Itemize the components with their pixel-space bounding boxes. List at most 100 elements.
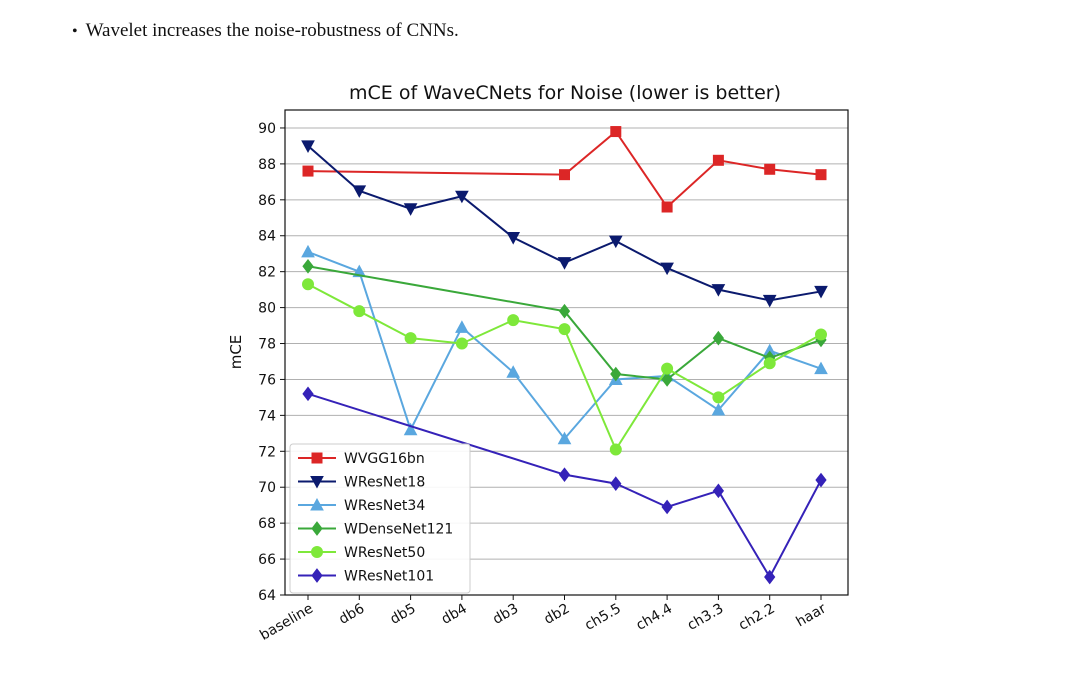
legend-entry: WResNet50	[298, 545, 425, 561]
legend-label: WResNet101	[344, 569, 434, 585]
data-point	[661, 372, 673, 387]
legend-label: WResNet18	[344, 475, 425, 491]
data-point	[661, 201, 673, 213]
y-tick-label: 74	[258, 408, 276, 424]
y-tick-label: 78	[258, 337, 276, 353]
data-point	[302, 165, 314, 177]
intro-text: Wavelet increases the noise-robustness o…	[85, 20, 459, 41]
data-point	[310, 497, 324, 511]
data-point	[507, 314, 520, 327]
y-tick-label: 64	[258, 588, 276, 604]
y-tick-label: 84	[258, 229, 276, 245]
legend-label: WDenseNet121	[344, 522, 453, 538]
data-point	[762, 294, 777, 308]
data-point	[506, 232, 521, 245]
data-point	[352, 185, 367, 198]
x-tick-label: db2	[541, 601, 572, 628]
series-4	[302, 278, 827, 456]
legend-entry: WVGG16bn	[298, 451, 425, 467]
data-point	[311, 546, 323, 558]
x-tick-label: haar	[793, 600, 829, 630]
x-tick-label: db4	[439, 601, 470, 628]
y-tick-label: 86	[258, 193, 276, 209]
legend-entry: WDenseNet121	[298, 521, 453, 538]
series-1	[301, 140, 828, 308]
legend-label: WResNet50	[344, 545, 425, 561]
intro-bullet-line: • Wavelet increases the noise-robustness …	[72, 20, 459, 42]
data-point	[610, 126, 622, 138]
data-point	[608, 235, 623, 249]
data-point	[558, 323, 571, 336]
data-point	[711, 284, 726, 297]
data-point	[763, 357, 776, 370]
data-point	[455, 337, 468, 350]
legend: WVGG16bn WResNet18 WResNet34 WDenseNet121 WR…	[289, 443, 471, 594]
x-tick-label: ch2.2	[736, 601, 778, 634]
data-point	[764, 569, 776, 585]
data-point	[712, 330, 725, 346]
x-tick-label: db6	[336, 601, 367, 628]
data-point	[814, 285, 828, 299]
data-point	[455, 320, 469, 333]
data-point	[311, 521, 323, 536]
series-2	[301, 244, 828, 445]
data-point	[302, 258, 314, 274]
data-point	[559, 169, 570, 181]
data-point	[610, 476, 622, 491]
data-point	[455, 190, 469, 204]
data-point	[815, 472, 827, 488]
data-point	[815, 169, 827, 181]
x-tick-label: ch3.3	[685, 601, 727, 634]
bullet-dot: •	[72, 23, 78, 40]
y-tick-label: 76	[258, 372, 276, 388]
data-point	[310, 476, 324, 489]
data-point	[661, 362, 674, 375]
y-tick-label: 90	[258, 121, 276, 137]
series-line	[307, 265, 822, 381]
data-point	[403, 203, 418, 216]
data-point	[506, 365, 521, 378]
data-point	[302, 386, 314, 402]
x-tick-label: ch4.4	[633, 601, 675, 634]
data-point	[558, 303, 571, 319]
series-0	[302, 126, 827, 213]
data-point	[302, 278, 314, 291]
legend-entry: WResNet101	[298, 568, 434, 585]
data-point	[815, 328, 827, 341]
y-tick-label: 68	[258, 516, 276, 532]
data-point	[404, 332, 417, 345]
data-point	[403, 422, 418, 436]
data-point	[353, 305, 366, 318]
legend-entry: WResNet34	[298, 497, 425, 514]
series-layer	[301, 126, 828, 585]
x-tick-label: db5	[387, 601, 418, 628]
chart-title: mCE of WaveCNets for Noise (lower is bet…	[349, 82, 781, 104]
data-point	[764, 163, 776, 175]
data-point	[301, 140, 315, 153]
series-line	[307, 145, 822, 302]
y-tick-label: 66	[258, 552, 276, 568]
data-point	[712, 154, 724, 166]
data-point	[311, 568, 323, 583]
y-tick-label: 72	[258, 444, 276, 460]
data-point	[311, 452, 323, 464]
legend-label: WResNet34	[344, 498, 425, 514]
plot-frame	[284, 109, 849, 596]
x-tick-label: db3	[490, 601, 521, 628]
y-tick-label: 88	[258, 157, 276, 173]
legend-entry: WResNet18	[298, 475, 425, 491]
data-point	[712, 483, 725, 499]
y-tick-label: 82	[258, 265, 276, 281]
series-5	[302, 386, 827, 585]
legend-label: WVGG16bn	[344, 451, 425, 467]
data-point	[661, 499, 673, 515]
y-tick-label: 80	[258, 301, 276, 317]
data-point	[557, 257, 572, 270]
data-point	[610, 366, 622, 382]
data-point	[660, 262, 674, 276]
data-point	[301, 244, 315, 258]
data-point	[711, 402, 726, 416]
x-tick-label: ch5.5	[582, 601, 624, 634]
data-point	[557, 431, 572, 445]
